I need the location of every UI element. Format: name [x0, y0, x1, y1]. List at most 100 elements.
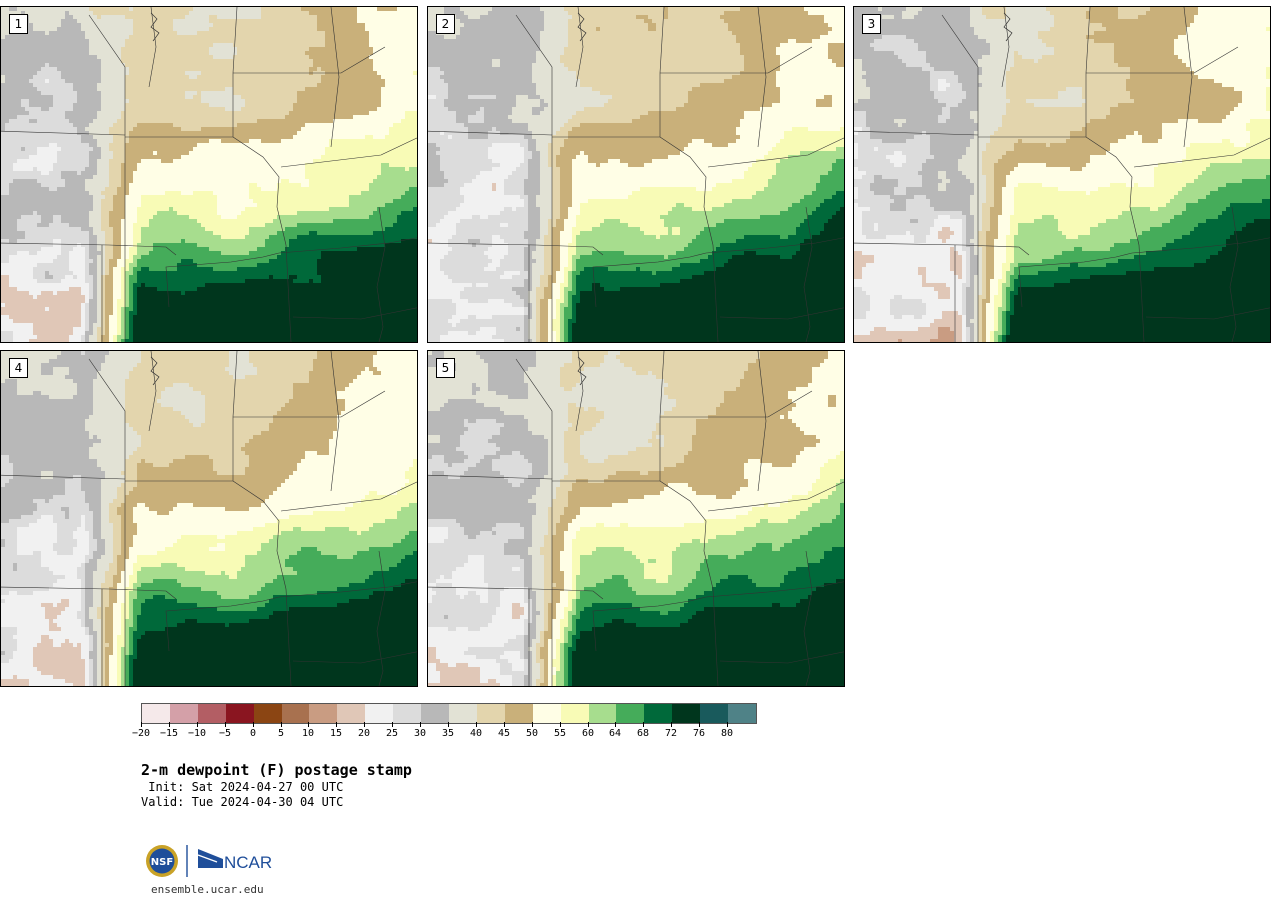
colorbar-tick-label: −5	[219, 728, 231, 739]
colorbar-tick	[727, 722, 728, 727]
colorbar-swatch	[532, 704, 561, 723]
state-border	[1001, 7, 1010, 88]
member-label-3: 3	[862, 14, 881, 34]
state-border	[1085, 136, 1140, 246]
state-border	[88, 14, 126, 135]
state-border	[854, 242, 1030, 256]
dewpoint-map-3	[854, 7, 1270, 342]
colorbar-tick	[392, 722, 393, 727]
colorbar-tick-label: −15	[160, 728, 178, 739]
state-border	[376, 206, 386, 342]
coastline	[577, 356, 587, 386]
state-border	[803, 550, 813, 686]
colorbar-tick-label: 40	[470, 728, 482, 739]
state-border	[707, 137, 844, 168]
colorbar-tick	[253, 722, 254, 727]
member-label-5: 5	[436, 358, 455, 378]
state-border	[232, 351, 238, 418]
colorbar-tick	[504, 722, 505, 727]
state-border	[285, 588, 292, 686]
valid-time: Valid: Tue 2024-04-30 04 UTC	[141, 795, 343, 809]
state-border	[232, 7, 238, 74]
dewpoint-colorbar	[141, 703, 757, 724]
coastline	[1003, 12, 1013, 42]
coastline	[150, 12, 160, 42]
state-border	[376, 550, 386, 686]
colorbar-swatch	[700, 704, 729, 723]
state-border	[660, 390, 813, 418]
state-border	[330, 7, 340, 148]
state-border	[148, 351, 157, 432]
colorbar-tick	[364, 722, 365, 727]
init-time: Init: Sat 2024-04-27 00 UTC	[141, 780, 343, 794]
state-border	[148, 7, 157, 88]
colorbar-tick-label: 10	[302, 728, 314, 739]
postage-stamp-panel-5: 5	[427, 350, 845, 687]
colorbar-swatch	[448, 704, 477, 723]
colorbar-tick-label: 0	[250, 728, 256, 739]
colorbar-swatch	[560, 704, 589, 723]
colorbar-tick	[141, 722, 142, 727]
colorbar-tick-label: 15	[330, 728, 342, 739]
colorbar-tick	[643, 722, 644, 727]
state-border	[280, 137, 417, 168]
colorbar-tick	[476, 722, 477, 727]
dewpoint-map-5	[428, 351, 844, 686]
state-border	[719, 307, 844, 320]
colorbar-swatch	[309, 704, 338, 723]
state-border	[659, 136, 714, 246]
colorbar-tick	[532, 722, 533, 727]
state-border	[575, 7, 584, 88]
colorbar-swatch	[142, 704, 170, 723]
state-border	[515, 358, 553, 479]
state-border	[1131, 237, 1270, 254]
colorbar-tick	[169, 722, 170, 727]
member-label-1: 1	[9, 14, 28, 34]
colorbar-tick-label: 45	[498, 728, 510, 739]
colorbar-tick-label: 20	[358, 728, 370, 739]
colorbar-tick-label: 76	[693, 728, 705, 739]
colorbar-tick-label: 30	[414, 728, 426, 739]
postage-stamp-panel-2: 2	[427, 6, 845, 343]
state-border	[712, 588, 719, 686]
colorbar-ticks: −20 −15 −10 −5 0 5 10 15 20 25 30 35 40 45 50 55 60 64 68 7…	[132, 722, 757, 742]
colorbar-tick-label: 5	[278, 728, 284, 739]
colorbar-tick	[197, 722, 198, 727]
state-border	[292, 307, 417, 320]
state-border	[232, 136, 287, 246]
colorbar-tick	[671, 722, 672, 727]
state-border	[165, 252, 280, 308]
state-border	[659, 351, 665, 418]
colorbar-tick	[448, 722, 449, 727]
colorbar-swatch	[337, 704, 366, 723]
colorbar-tick-label: 55	[554, 728, 566, 739]
state-border	[1, 586, 177, 600]
state-border	[592, 252, 707, 308]
state-border	[1229, 206, 1239, 342]
state-border	[1085, 7, 1091, 74]
colorbar-tick-label: 25	[386, 728, 398, 739]
colorbar-tick	[336, 722, 337, 727]
colorbar-tick-label: 60	[582, 728, 594, 739]
state-border	[285, 244, 292, 342]
colorbar-tick	[560, 722, 561, 727]
dewpoint-map-1	[1, 7, 417, 342]
state-border	[428, 586, 604, 600]
state-border	[515, 14, 553, 135]
state-border	[659, 480, 714, 590]
plot-title: 2-m dewpoint (F) postage stamp	[141, 761, 412, 779]
state-border	[1133, 137, 1270, 168]
colorbar-tick-label: 50	[526, 728, 538, 739]
colorbar-tick-label: 35	[442, 728, 454, 739]
state-border	[278, 237, 417, 254]
postage-stamp-panel-4: 4	[0, 350, 418, 687]
colorbar-swatch	[588, 704, 617, 723]
state-border	[705, 237, 844, 254]
ncar-logo-text: NCAR	[224, 853, 272, 872]
state-border	[88, 358, 126, 479]
colorbar-tick-label: −10	[188, 728, 206, 739]
state-border	[575, 351, 584, 432]
colorbar-tick	[588, 722, 589, 727]
state-border	[278, 581, 417, 598]
colorbar-tick	[225, 722, 226, 727]
